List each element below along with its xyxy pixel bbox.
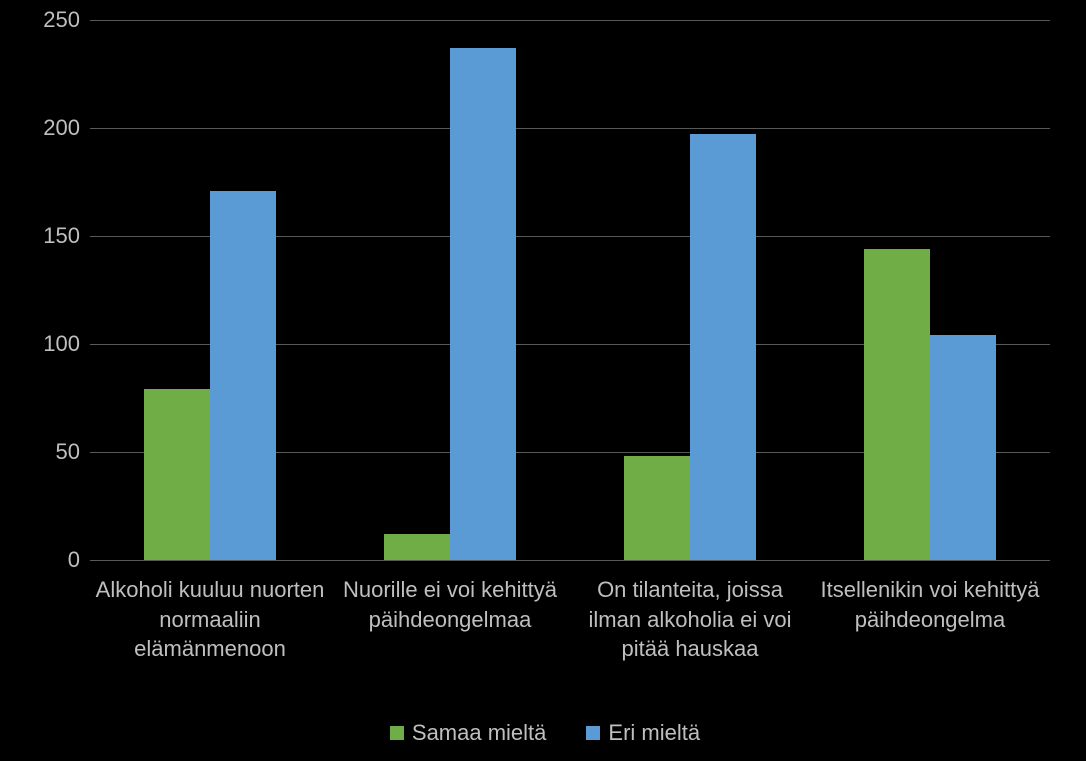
- bar: [384, 534, 450, 560]
- y-tick-label: 150: [20, 223, 80, 249]
- bar: [450, 48, 516, 560]
- x-category-label: Alkoholi kuuluu nuorten normaaliin elämä…: [90, 575, 330, 664]
- y-tick-label: 50: [20, 439, 80, 465]
- chart-container: Alkoholi kuuluu nuorten normaaliin elämä…: [30, 20, 1060, 740]
- legend-label-samaa: Samaa mieltä: [412, 720, 547, 746]
- x-category-label: Nuorille ei voi kehittyä päihdeongelmaa: [330, 575, 570, 634]
- bar: [864, 249, 930, 560]
- legend-item-eri: Eri mieltä: [586, 720, 700, 746]
- y-tick-label: 0: [20, 547, 80, 573]
- y-tick-label: 100: [20, 331, 80, 357]
- x-category-label: On tilanteita, joissa ilman alkoholia ei…: [570, 575, 810, 664]
- legend-label-eri: Eri mieltä: [608, 720, 700, 746]
- bar: [144, 389, 210, 560]
- legend: Samaa mieltä Eri mieltä: [30, 720, 1060, 746]
- legend-swatch-samaa: [390, 726, 404, 740]
- bar: [624, 456, 690, 560]
- legend-item-samaa: Samaa mieltä: [390, 720, 547, 746]
- bars-container: [90, 20, 1050, 560]
- y-tick-label: 250: [20, 7, 80, 33]
- y-tick-label: 200: [20, 115, 80, 141]
- bar: [930, 335, 996, 560]
- bar: [690, 134, 756, 560]
- bar: [210, 191, 276, 560]
- legend-swatch-eri: [586, 726, 600, 740]
- x-axis-labels: Alkoholi kuuluu nuorten normaaliin elämä…: [90, 575, 1050, 695]
- gridline: [90, 560, 1050, 561]
- x-category-label: Itsellenikin voi kehittyä päihdeongelma: [810, 575, 1050, 634]
